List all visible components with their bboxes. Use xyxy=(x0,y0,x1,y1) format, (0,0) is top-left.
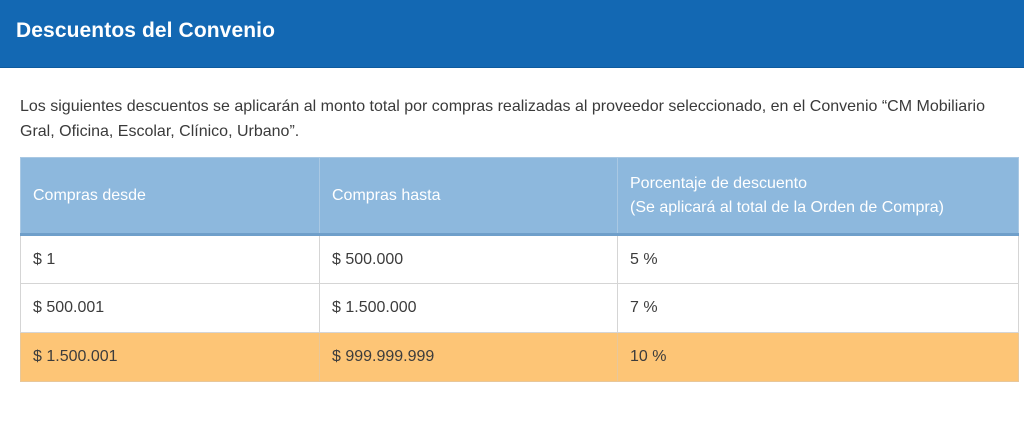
intro-paragraph: Los siguientes descuentos se aplicarán a… xyxy=(20,98,985,140)
column-header-to: Compras hasta xyxy=(319,157,618,236)
column-header-percent-label: Porcentaje de descuento xyxy=(630,174,808,192)
table-header-row: Compras desde Compras hasta Porcentaje d… xyxy=(20,157,1019,236)
cell-from: $ 500.001 xyxy=(20,283,320,333)
column-header-percent: Porcentaje de descuento (Se aplicará al … xyxy=(617,157,1019,236)
cell-percent: 7 % xyxy=(617,283,1019,333)
table-row: $ 500.001 $ 1.500.000 7 % xyxy=(20,283,1019,333)
page-header: Descuentos del Convenio xyxy=(0,0,1024,68)
column-header-from-label: Compras desde xyxy=(33,186,146,204)
column-header-percent-sublabel: (Se aplicará al total de la Orden de Com… xyxy=(630,198,944,216)
column-header-from: Compras desde xyxy=(20,157,320,236)
cell-percent: 5 % xyxy=(617,234,1019,284)
cell-to: $ 500.000 xyxy=(319,234,618,284)
cell-from: $ 1 xyxy=(20,234,320,284)
page-title: Descuentos del Convenio xyxy=(16,18,276,42)
cell-from: $ 1.500.001 xyxy=(20,332,320,382)
cell-percent: 10 % xyxy=(617,332,1019,382)
table-row-highlighted: $ 1.500.001 $ 999.999.999 10 % xyxy=(20,332,1019,382)
cell-to: $ 999.999.999 xyxy=(319,332,618,382)
discounts-table: Compras desde Compras hasta Porcentaje d… xyxy=(20,157,1019,382)
cell-to: $ 1.500.000 xyxy=(319,283,618,333)
table-row: $ 1 $ 500.000 5 % xyxy=(20,234,1019,284)
column-header-to-label: Compras hasta xyxy=(332,186,441,204)
